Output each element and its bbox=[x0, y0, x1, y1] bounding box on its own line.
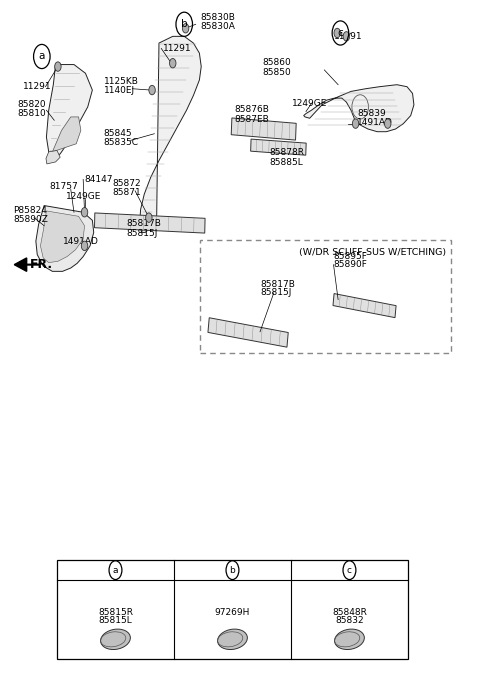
Text: 85817B: 85817B bbox=[127, 219, 162, 228]
Polygon shape bbox=[140, 37, 201, 232]
Text: c: c bbox=[347, 566, 352, 575]
Circle shape bbox=[55, 62, 61, 71]
Polygon shape bbox=[304, 85, 414, 132]
Text: 1249GE: 1249GE bbox=[292, 99, 327, 108]
Text: 85820: 85820 bbox=[17, 100, 46, 109]
Polygon shape bbox=[208, 318, 288, 347]
Polygon shape bbox=[231, 118, 296, 140]
Text: FR.: FR. bbox=[29, 258, 52, 271]
Circle shape bbox=[149, 85, 156, 95]
Text: b: b bbox=[229, 566, 235, 575]
Text: a: a bbox=[113, 566, 118, 575]
Circle shape bbox=[145, 213, 152, 222]
Text: 85885L: 85885L bbox=[269, 158, 303, 167]
Bar bbox=[200, 240, 451, 353]
Text: 85860: 85860 bbox=[263, 58, 291, 67]
Bar bbox=[57, 560, 408, 659]
Text: 1491AD: 1491AD bbox=[62, 237, 98, 246]
Text: 85872: 85872 bbox=[112, 179, 141, 188]
Polygon shape bbox=[40, 211, 84, 263]
Text: 85895F: 85895F bbox=[334, 252, 367, 261]
Text: 85832: 85832 bbox=[335, 616, 364, 625]
Text: 85878R: 85878R bbox=[269, 148, 304, 157]
Text: 85815L: 85815L bbox=[98, 616, 132, 625]
Text: 1140EJ: 1140EJ bbox=[104, 87, 135, 95]
Text: 85815J: 85815J bbox=[127, 229, 158, 238]
Text: c: c bbox=[337, 28, 343, 38]
Text: b: b bbox=[181, 19, 188, 29]
Text: 84147: 84147 bbox=[84, 175, 113, 184]
Polygon shape bbox=[251, 139, 306, 155]
Circle shape bbox=[81, 241, 88, 250]
Text: P85824: P85824 bbox=[13, 206, 47, 215]
Ellipse shape bbox=[335, 629, 364, 649]
Circle shape bbox=[384, 119, 391, 129]
Text: 85810: 85810 bbox=[17, 109, 46, 118]
Text: 85848R: 85848R bbox=[332, 608, 367, 617]
Ellipse shape bbox=[217, 629, 247, 649]
Text: 85830A: 85830A bbox=[200, 22, 235, 31]
Polygon shape bbox=[46, 150, 60, 164]
Text: 97269H: 97269H bbox=[215, 608, 250, 617]
Polygon shape bbox=[52, 117, 81, 152]
Circle shape bbox=[182, 24, 189, 33]
Circle shape bbox=[352, 119, 359, 129]
Text: 11291: 11291 bbox=[24, 82, 52, 91]
Text: 85890Z: 85890Z bbox=[13, 215, 48, 224]
Text: 85815J: 85815J bbox=[260, 288, 291, 297]
Text: 85850: 85850 bbox=[263, 68, 291, 77]
Polygon shape bbox=[333, 294, 396, 318]
Text: 1125KB: 1125KB bbox=[104, 77, 139, 86]
Text: 85839: 85839 bbox=[358, 108, 386, 118]
Text: 11291: 11291 bbox=[334, 32, 362, 41]
Text: 85871: 85871 bbox=[112, 188, 141, 198]
Text: 1249GE: 1249GE bbox=[66, 192, 102, 201]
Text: 1491AD: 1491AD bbox=[358, 118, 393, 127]
Text: 81757: 81757 bbox=[49, 182, 78, 192]
Polygon shape bbox=[47, 64, 92, 158]
Circle shape bbox=[81, 208, 88, 217]
Polygon shape bbox=[95, 213, 205, 233]
Text: 85815R: 85815R bbox=[98, 608, 133, 617]
Text: 11291: 11291 bbox=[163, 44, 191, 53]
Text: 85845: 85845 bbox=[103, 129, 132, 137]
Polygon shape bbox=[14, 258, 27, 271]
Text: 85876B: 85876B bbox=[235, 105, 270, 114]
Text: 85830B: 85830B bbox=[200, 13, 235, 22]
Text: 85817B: 85817B bbox=[260, 280, 295, 289]
Ellipse shape bbox=[101, 629, 131, 649]
Circle shape bbox=[169, 58, 176, 68]
Text: (W/DR SCUFF-SUS W/ETCHING): (W/DR SCUFF-SUS W/ETCHING) bbox=[299, 248, 446, 257]
Polygon shape bbox=[36, 206, 94, 271]
Circle shape bbox=[343, 32, 349, 41]
Circle shape bbox=[334, 28, 340, 38]
Text: 85890F: 85890F bbox=[334, 260, 367, 269]
Text: 85835C: 85835C bbox=[103, 138, 138, 147]
Text: a: a bbox=[38, 51, 45, 62]
Text: 8587EB: 8587EB bbox=[235, 114, 269, 124]
